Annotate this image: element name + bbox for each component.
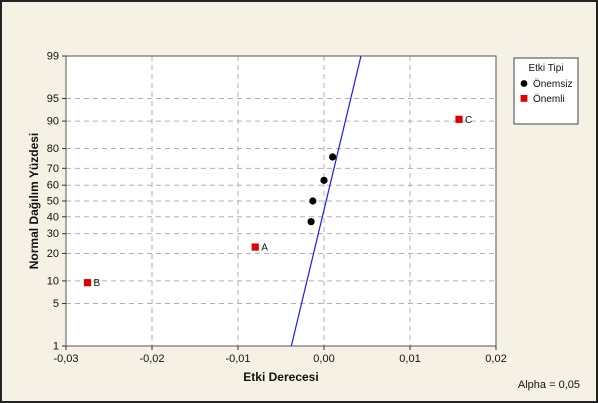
legend-entry-label: Önemli (533, 93, 565, 105)
fit-line (290, 55, 362, 347)
y-tick-label: 20 (47, 248, 59, 260)
y-axis-title: Normal Dağılım Yüzdesi (27, 133, 41, 269)
y-tick-label: 95 (47, 93, 59, 105)
y-tick-label: 50 (47, 196, 59, 208)
x-tick-label: 0,02 (485, 353, 506, 365)
y-tick-label: 80 (47, 143, 59, 155)
x-tick-label: 0,00 (313, 353, 334, 365)
y-tick-label: 30 (47, 228, 59, 240)
legend-marker (520, 95, 528, 102)
point-label: C (465, 115, 472, 126)
data-point (309, 197, 317, 205)
data-point (320, 176, 328, 184)
y-tick-label: 99 (47, 51, 59, 63)
x-tick-label: -0,01 (225, 353, 250, 365)
data-point (455, 115, 463, 123)
legend-marker (520, 80, 528, 87)
point-label: A (261, 243, 268, 254)
legend-box (513, 57, 579, 125)
y-tick-label: 60 (47, 180, 59, 192)
alpha-annotation: Alpha = 0,05 (518, 379, 580, 391)
y-tick-label: 1 (53, 341, 59, 353)
y-tick-label: 10 (47, 275, 59, 287)
data-point (329, 153, 337, 161)
data-point (83, 279, 92, 287)
data-point (251, 243, 259, 251)
point-label: B (94, 278, 101, 289)
legend-title: Etki Tipi (528, 63, 563, 74)
x-tick-label: 0,01 (399, 353, 420, 365)
x-tick-label: -0,02 (139, 353, 164, 365)
x-tick-label: -0,03 (53, 353, 78, 365)
legend-entry-label: Önemsiz (533, 78, 572, 90)
y-tick-label: 5 (53, 298, 59, 310)
y-tick-label: 70 (47, 163, 59, 175)
y-tick-label: 90 (47, 116, 59, 128)
y-tick-label: 40 (47, 211, 59, 223)
data-point (307, 218, 315, 226)
plot-area (66, 56, 496, 346)
x-axis-title: Etki Derecesi (243, 370, 318, 384)
